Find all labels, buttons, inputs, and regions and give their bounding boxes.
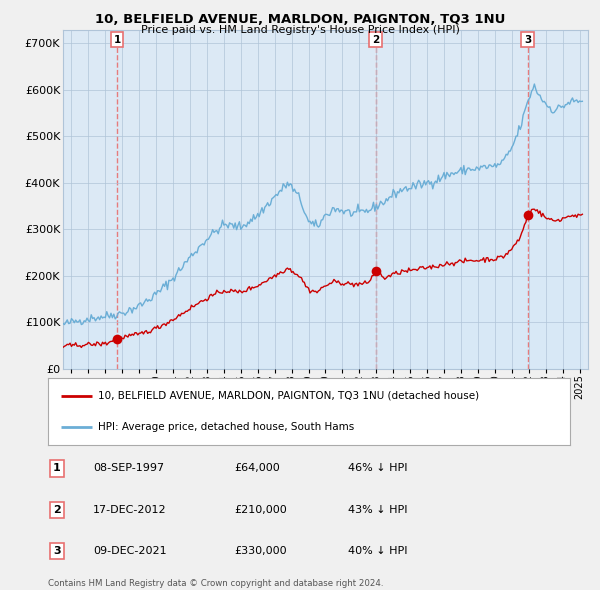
Text: 2: 2 <box>372 35 379 45</box>
Text: 3: 3 <box>524 35 532 45</box>
Text: Contains HM Land Registry data © Crown copyright and database right 2024.
This d: Contains HM Land Registry data © Crown c… <box>48 579 383 590</box>
Text: 46% ↓ HPI: 46% ↓ HPI <box>348 464 407 473</box>
Text: 1: 1 <box>53 464 61 473</box>
Text: 08-SEP-1997: 08-SEP-1997 <box>93 464 164 473</box>
Text: 17-DEC-2012: 17-DEC-2012 <box>93 505 167 514</box>
Text: 3: 3 <box>53 546 61 556</box>
Text: Price paid vs. HM Land Registry's House Price Index (HPI): Price paid vs. HM Land Registry's House … <box>140 25 460 35</box>
Text: 1: 1 <box>113 35 121 45</box>
Text: 43% ↓ HPI: 43% ↓ HPI <box>348 505 407 514</box>
Text: £210,000: £210,000 <box>234 505 287 514</box>
Text: 10, BELFIELD AVENUE, MARLDON, PAIGNTON, TQ3 1NU: 10, BELFIELD AVENUE, MARLDON, PAIGNTON, … <box>95 13 505 26</box>
Text: 09-DEC-2021: 09-DEC-2021 <box>93 546 167 556</box>
Text: £330,000: £330,000 <box>234 546 287 556</box>
Text: HPI: Average price, detached house, South Hams: HPI: Average price, detached house, Sout… <box>98 422 354 432</box>
Text: 2: 2 <box>53 505 61 514</box>
Text: 10, BELFIELD AVENUE, MARLDON, PAIGNTON, TQ3 1NU (detached house): 10, BELFIELD AVENUE, MARLDON, PAIGNTON, … <box>98 391 479 401</box>
Text: 40% ↓ HPI: 40% ↓ HPI <box>348 546 407 556</box>
Text: £64,000: £64,000 <box>234 464 280 473</box>
